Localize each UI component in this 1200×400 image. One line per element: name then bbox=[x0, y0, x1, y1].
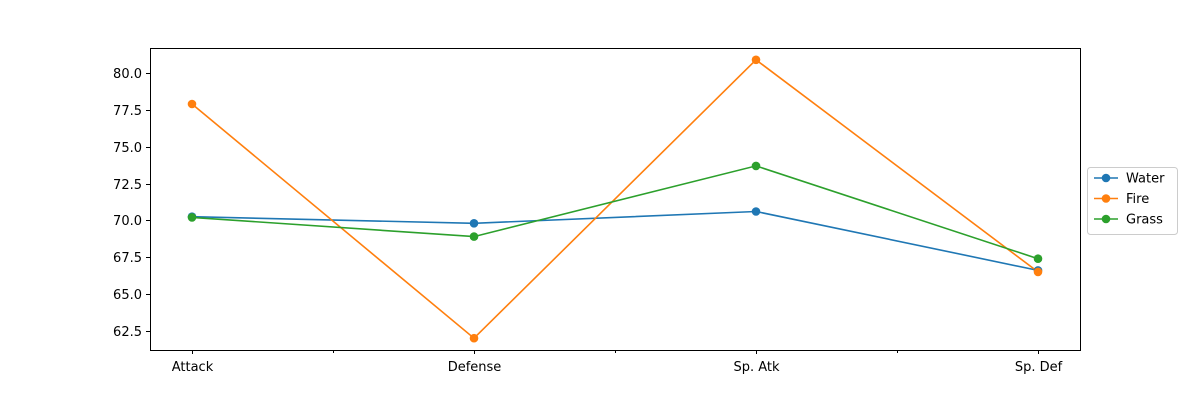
data-point-water bbox=[469, 219, 479, 228]
y-tick-label: 72.5 bbox=[113, 178, 142, 193]
y-tick-label: 70.0 bbox=[113, 214, 142, 229]
y-tick-label: 77.5 bbox=[113, 104, 142, 119]
y-tick-label: 80.0 bbox=[113, 67, 142, 82]
data-point-grass bbox=[469, 232, 479, 241]
legend-swatch-marker bbox=[1101, 194, 1111, 203]
y-tick-label: 65.0 bbox=[113, 288, 142, 303]
series-line-fire bbox=[191, 58, 1039, 340]
legend-swatch-marker bbox=[1101, 173, 1111, 183]
data-point-fire bbox=[751, 55, 761, 65]
legend-label: Grass bbox=[1126, 213, 1163, 228]
legend-label: Fire bbox=[1126, 192, 1149, 207]
series-line-water bbox=[191, 210, 1039, 272]
y-axis: 62.5 65.0 67.5 70.0 72.5 75.0 77.5 80.0 bbox=[113, 67, 150, 340]
data-point-grass bbox=[1033, 254, 1043, 263]
legend-label: Water bbox=[1126, 172, 1165, 187]
x-axis: Attack Defense Sp. Atk Sp. Def bbox=[172, 350, 1063, 375]
data-point-grass bbox=[751, 161, 761, 171]
data-point-fire bbox=[187, 99, 197, 109]
series-line-grass bbox=[191, 165, 1039, 260]
data-point-grass bbox=[187, 213, 197, 222]
y-tick-label: 62.5 bbox=[113, 325, 142, 340]
x-tick-label: Defense bbox=[448, 360, 502, 375]
x-tick-label: Sp. Def bbox=[1015, 360, 1063, 375]
data-point-fire bbox=[469, 333, 479, 343]
legend-swatch-marker bbox=[1101, 214, 1111, 224]
plot-markers bbox=[187, 55, 1043, 343]
data-point-fire bbox=[1033, 267, 1043, 277]
plot-lines bbox=[191, 58, 1039, 340]
data-point-water bbox=[751, 207, 761, 216]
x-tick-label: Attack bbox=[172, 360, 214, 375]
x-tick-label: Sp. Atk bbox=[733, 360, 780, 375]
y-tick-label: 75.0 bbox=[113, 141, 142, 156]
y-tick-label: 67.5 bbox=[113, 251, 142, 266]
legend: Water Fire Grass bbox=[1087, 167, 1178, 235]
